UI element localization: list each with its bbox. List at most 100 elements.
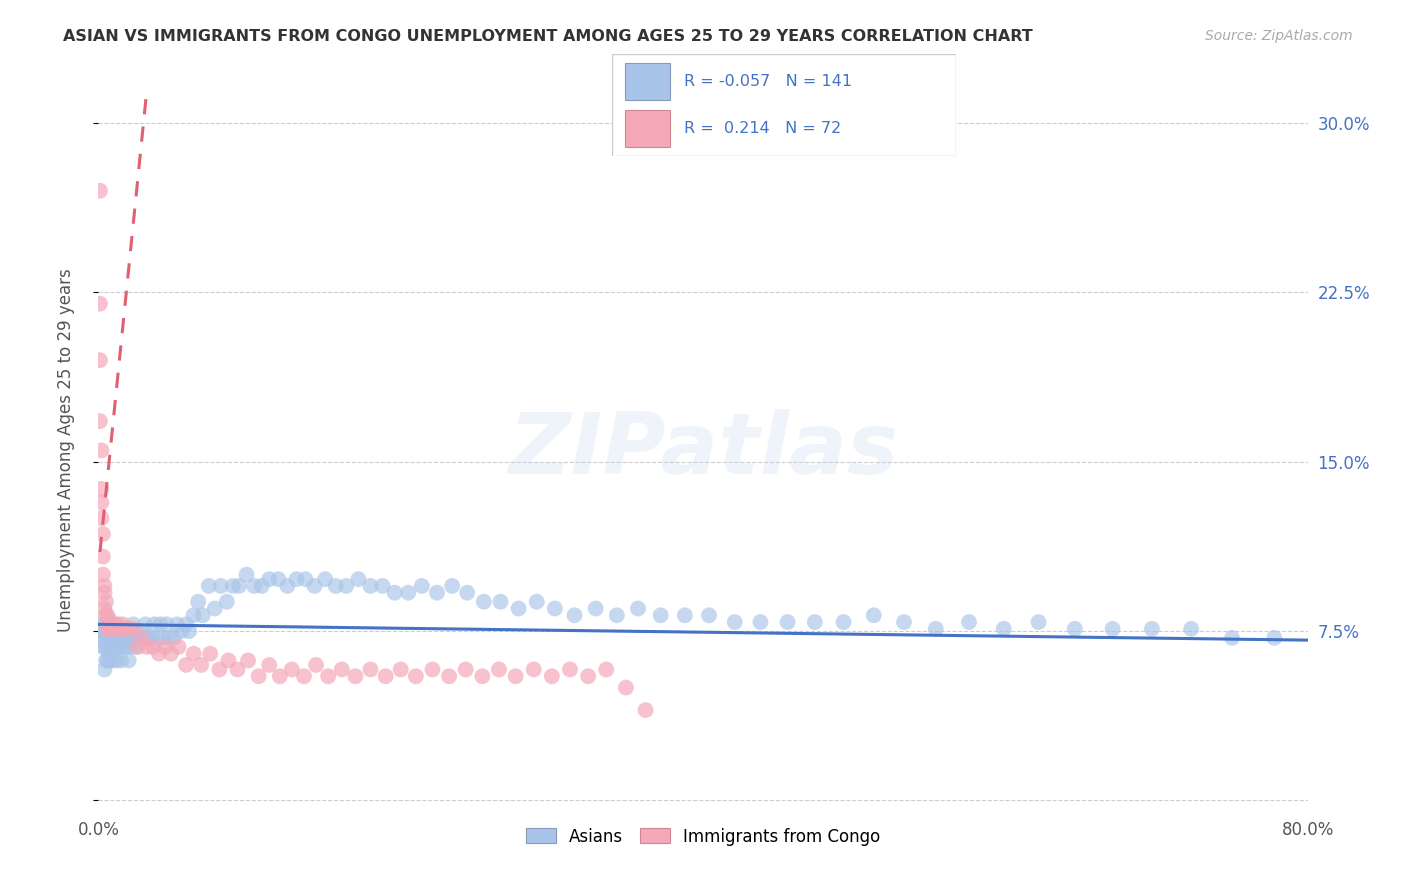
Point [89,296,111,310]
Point [98,631,121,645]
Point [243,579,266,593]
Point [257,657,280,672]
Point [724,615,747,629]
Point [93,640,115,654]
Point [129,624,152,639]
Point [141,631,163,645]
Point [489,595,512,609]
Point [993,622,1015,636]
Point [217,653,239,667]
Point [93,601,115,615]
Point [347,572,370,586]
Point [456,585,478,599]
Point [183,608,205,623]
Point [91,640,114,654]
Point [93,617,115,632]
Point [209,579,232,593]
Point [94,631,117,645]
Point [925,622,948,636]
Point [122,622,145,636]
Point [335,579,357,593]
Point [100,617,122,632]
Point [505,669,527,683]
Point [103,640,125,654]
Point [1028,615,1050,629]
Point [285,572,308,586]
Point [472,595,495,609]
Point [153,640,176,654]
Point [89,184,111,198]
Point [267,572,290,586]
Point [1220,631,1243,645]
Point [422,663,444,677]
Point [371,579,394,593]
Y-axis label: Unemployment Among Ages 25 to 29 years: Unemployment Among Ages 25 to 29 years [56,268,75,632]
Point [576,669,599,683]
Point [89,353,111,368]
Point [454,663,477,677]
Point [208,663,231,677]
Point [134,617,156,632]
Point [405,669,427,683]
Point [96,640,118,654]
Point [1101,622,1123,636]
Point [90,511,112,525]
Point [595,663,617,677]
Point [257,572,280,586]
Point [236,653,259,667]
Point [1263,631,1285,645]
Text: R = -0.057   N = 141: R = -0.057 N = 141 [683,74,852,88]
Point [93,579,115,593]
Point [142,640,165,654]
Point [91,567,114,582]
Point [90,617,112,632]
Point [125,640,148,654]
Text: ASIAN VS IMMIGRANTS FROM CONGO UNEMPLOYMENT AMONG AGES 25 TO 29 YEARS CORRELATIO: ASIAN VS IMMIGRANTS FROM CONGO UNEMPLOYM… [63,29,1033,44]
Point [325,579,347,593]
Bar [626,110,671,147]
Point [170,624,193,639]
Point [91,527,114,541]
Point [103,653,125,667]
Point [101,631,124,645]
Point [174,617,197,632]
Point [606,608,628,623]
Point [100,622,122,636]
Point [101,617,124,632]
Point [155,617,177,632]
Point [90,482,112,496]
Point [94,608,117,623]
Point [235,567,257,582]
Point [276,579,298,593]
Point [1180,622,1202,636]
Point [111,617,134,632]
Point [93,585,115,599]
Point [673,608,696,623]
Text: Source: ZipAtlas.com: Source: ZipAtlas.com [1205,29,1353,43]
Point [111,640,134,654]
Point [190,657,212,672]
Point [90,443,112,458]
Point [411,579,433,593]
Point [120,640,142,654]
Point [200,647,222,661]
Text: R =  0.214   N = 72: R = 0.214 N = 72 [683,121,841,136]
Point [124,631,146,645]
Point [115,631,138,645]
Point [107,640,129,654]
Point [149,617,172,632]
Point [204,601,226,615]
Point [90,624,112,639]
Point [159,631,181,645]
Point [187,595,209,609]
Point [627,601,650,615]
Point [222,579,245,593]
Point [374,669,396,683]
Point [179,624,201,639]
Point [344,669,367,683]
Point [749,615,772,629]
Point [166,617,188,632]
Point [269,669,291,683]
Point [89,414,111,428]
Point [893,615,915,629]
